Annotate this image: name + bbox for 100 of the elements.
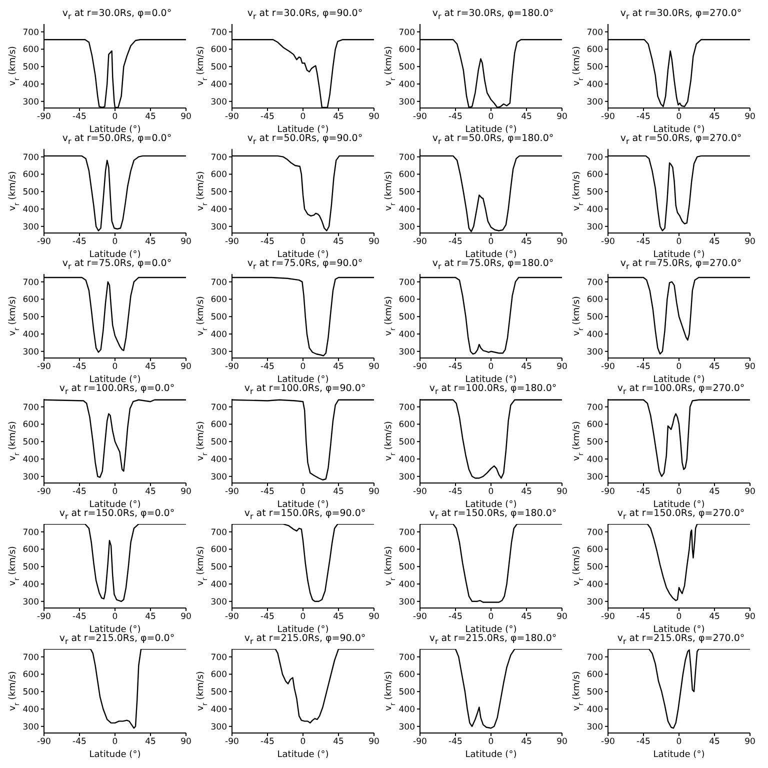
chart-title: v$_{r}$ at r=215.0Rs, φ=180.0°: [428, 633, 558, 646]
x-tick-label: -45: [636, 612, 650, 622]
y-tick-label: 700: [210, 28, 227, 38]
y-tick-label: 700: [210, 528, 227, 538]
chart-title: v$_{r}$ at r=50.0Rs, φ=90.0°: [246, 133, 364, 146]
x-tick-label: -45: [260, 487, 274, 498]
y-tick-label: 700: [210, 402, 227, 413]
y-tick-label: 600: [586, 670, 603, 680]
y-tick-label: 300: [398, 472, 415, 482]
x-tick-label: 90: [368, 612, 380, 622]
x-tick-label: 90: [744, 737, 756, 748]
x-axis-title: Latitude (°): [89, 625, 141, 635]
x-tick-label: -90: [601, 612, 615, 622]
x-tick-label: 0: [676, 112, 682, 122]
x-tick-label: 90: [180, 487, 192, 498]
x-axis-title: Latitude (°): [465, 625, 517, 635]
y-tick-label: 700: [398, 28, 415, 38]
x-tick-label: -90: [413, 362, 427, 372]
y-tick-label: 600: [398, 545, 415, 556]
y-tick-label: 700: [586, 402, 603, 413]
x-tick-label: -90: [225, 487, 239, 498]
chart-title: v$_{r}$ at r=30.0Rs, φ=270.0°: [619, 8, 743, 21]
x-tick-label: 0: [676, 362, 682, 372]
x-tick-label: 45: [521, 487, 532, 498]
x-tick-label: -45: [72, 362, 86, 372]
x-tick-label: 45: [145, 237, 156, 248]
y-tick-label: 600: [210, 420, 227, 430]
x-tick-label: 45: [145, 487, 156, 498]
y-tick-label: 400: [398, 330, 415, 340]
x-tick-label: -45: [260, 612, 274, 622]
y-tick-label: 400: [210, 455, 227, 466]
y-tick-label: 500: [586, 562, 603, 573]
y-tick-label: 500: [398, 62, 415, 73]
x-tick-label: 90: [556, 362, 568, 372]
x-tick-label: 45: [333, 487, 344, 498]
y-tick-label: 400: [586, 455, 603, 466]
x-tick-label: 0: [676, 237, 682, 248]
y-tick-label: 500: [586, 62, 603, 73]
y-tick-label: 600: [398, 670, 415, 680]
y-tick-label: 600: [586, 45, 603, 56]
y-tick-label: 600: [398, 170, 415, 180]
y-tick-label: 400: [586, 330, 603, 340]
x-tick-label: 45: [709, 362, 720, 372]
x-tick-label: -90: [601, 487, 615, 498]
y-tick-label: 400: [22, 330, 39, 340]
y-tick-label: 600: [586, 420, 603, 430]
y-tick-label: 700: [398, 278, 415, 288]
x-tick-label: -45: [72, 112, 86, 122]
y-tick-label: 700: [210, 652, 227, 663]
x-tick-label: -90: [37, 362, 51, 372]
x-axis-title: Latitude (°): [465, 250, 517, 260]
y-tick-label: 400: [210, 205, 227, 216]
chart-title: v$_{r}$ at r=50.0Rs, φ=0.0°: [61, 133, 173, 146]
y-tick-label: 400: [398, 705, 415, 716]
x-axis-title: Latitude (°): [653, 125, 705, 135]
chart-title: v$_{r}$ at r=30.0Rs, φ=90.0°: [246, 8, 364, 21]
y-tick-label: 300: [22, 472, 39, 482]
y-tick-label: 600: [210, 45, 227, 56]
x-tick-label: 90: [180, 612, 192, 622]
x-tick-label: -90: [225, 112, 239, 122]
y-tick-label: 300: [398, 222, 415, 232]
line-series: [420, 276, 562, 355]
chart-title: v$_{r}$ at r=75.0Rs, φ=90.0°: [246, 258, 364, 271]
x-tick-label: 0: [488, 487, 494, 498]
x-tick-label: 90: [368, 362, 380, 372]
y-tick-label: 600: [22, 295, 39, 306]
x-tick-label: 45: [521, 112, 532, 122]
chart-title: v$_{r}$ at r=100.0Rs, φ=0.0°: [58, 383, 176, 396]
y-tick-label: 700: [210, 152, 227, 163]
y-tick-label: 400: [398, 580, 415, 590]
y-tick-label: 500: [210, 62, 227, 73]
y-tick-label: 700: [22, 278, 39, 288]
y-tick-label: 500: [22, 188, 39, 198]
x-tick-label: -90: [413, 737, 427, 748]
x-axis-title: Latitude (°): [653, 500, 705, 510]
x-tick-label: 90: [368, 487, 380, 498]
y-tick-label: 400: [22, 205, 39, 216]
x-axis-title: Latitude (°): [653, 375, 705, 385]
x-tick-label: 45: [333, 112, 344, 122]
y-tick-label: 400: [22, 80, 39, 90]
x-tick-label: 45: [521, 737, 532, 748]
chart-title: v$_{r}$ at r=30.0Rs, φ=0.0°: [61, 8, 173, 21]
y-tick-label: 400: [210, 330, 227, 340]
y-tick-label: 700: [586, 152, 603, 163]
x-tick-label: -90: [37, 612, 51, 622]
x-tick-label: 0: [488, 362, 494, 372]
x-tick-label: 90: [180, 237, 192, 248]
x-tick-label: 0: [300, 362, 306, 372]
chart-title: v$_{r}$ at r=150.0Rs, φ=270.0°: [616, 508, 746, 521]
y-tick-label: 300: [586, 347, 603, 358]
x-tick-label: 90: [556, 112, 568, 122]
y-tick-label: 700: [398, 152, 415, 163]
y-tick-label: 600: [398, 45, 415, 56]
y-tick-label: 300: [398, 597, 415, 608]
x-tick-label: -90: [413, 487, 427, 498]
x-tick-label: -90: [225, 362, 239, 372]
y-tick-label: 700: [398, 652, 415, 663]
x-axis-title: Latitude (°): [89, 375, 141, 385]
x-tick-label: -90: [601, 112, 615, 122]
y-tick-label: 300: [398, 97, 415, 108]
